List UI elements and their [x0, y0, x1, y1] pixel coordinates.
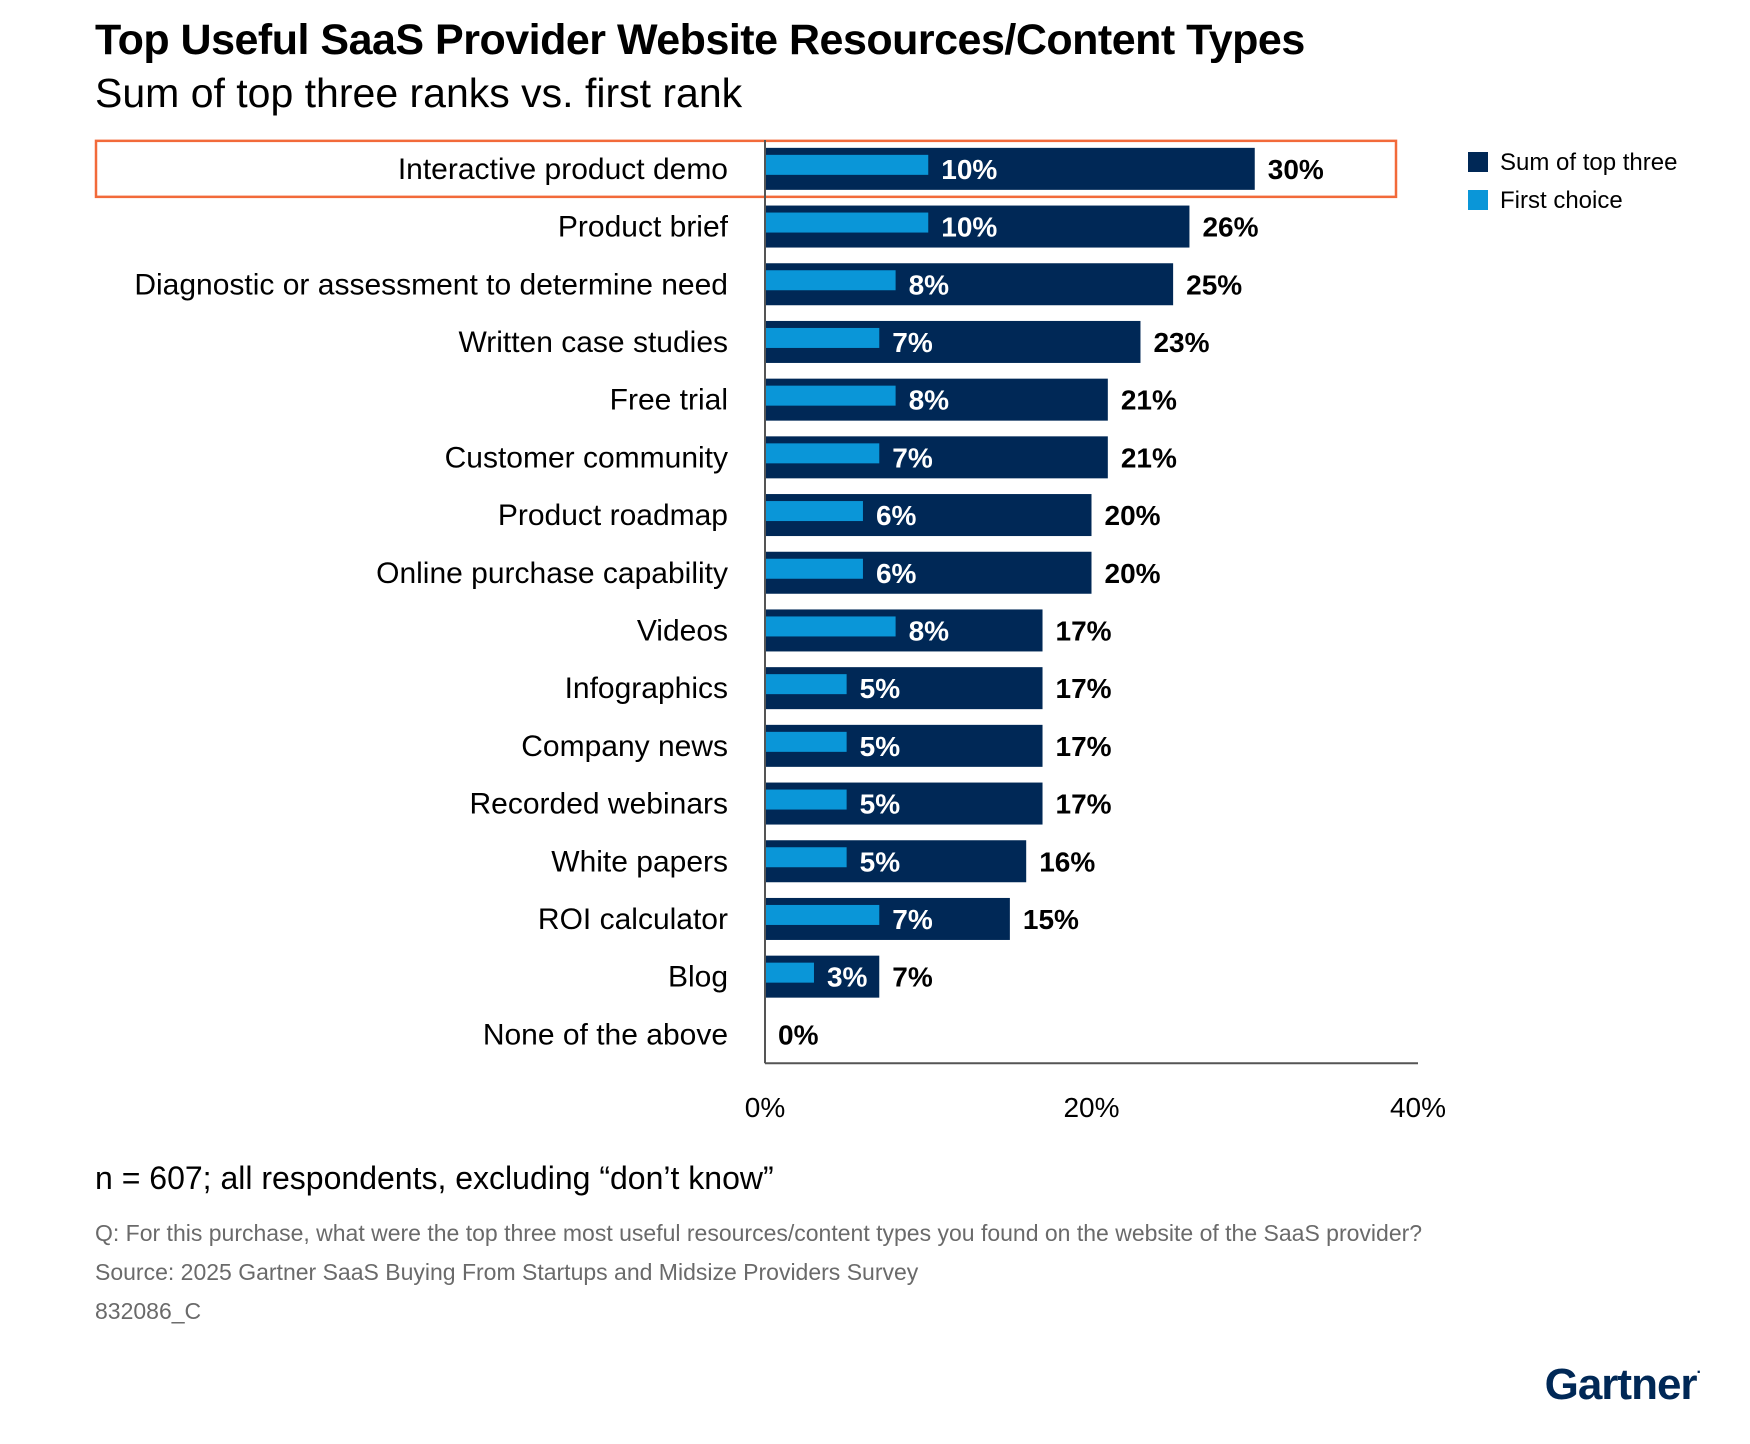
sum-of-top-three-value-label: 17% [1056, 673, 1112, 704]
bar-first-choice [765, 789, 847, 810]
category-label: Infographics [565, 672, 728, 705]
category-label: None of the above [483, 1018, 728, 1051]
brand-mark: . [1696, 1360, 1702, 1377]
legend-label: First choice [1500, 187, 1623, 214]
category-label: Customer community [445, 441, 728, 474]
first-choice-value-label: 6% [876, 558, 917, 589]
first-choice-value-label: 5% [860, 789, 901, 820]
category-label: Product brief [558, 211, 729, 244]
gartner-logo: Gartner. [1544, 1360, 1702, 1410]
bar-first-choice [765, 731, 847, 752]
first-choice-value-label: 8% [909, 385, 950, 416]
x-tick-label: 40% [1390, 1092, 1446, 1123]
sum-of-top-three-value-label: 25% [1186, 269, 1242, 300]
chart-title: Top Useful SaaS Provider Website Resourc… [95, 16, 1305, 64]
sum-of-top-three-value-label: 16% [1039, 846, 1095, 877]
sample-note: n = 607; all respondents, excluding “don… [95, 1160, 774, 1196]
bar-chart: Interactive product demo 10% 30% Product br… [94, 139, 1677, 1123]
bar-first-choice [765, 270, 896, 291]
bar-first-choice [765, 443, 880, 464]
sum-of-top-three-value-label: 17% [1056, 731, 1112, 762]
first-choice-value-label: 7% [892, 327, 933, 358]
sum-of-top-three-value-label: 30% [1268, 154, 1324, 185]
figure-code: 832086_C [95, 1298, 202, 1324]
first-choice-value-label: 8% [909, 269, 950, 300]
legend-swatch [1468, 152, 1488, 172]
survey-question: Q: For this purchase, what were the top … [95, 1220, 1423, 1246]
x-tick-label: 0% [745, 1092, 785, 1123]
sum-of-top-three-value-label: 17% [1056, 789, 1112, 820]
category-label: Free trial [610, 384, 728, 417]
category-label: Diagnostic or assessment to determine ne… [134, 268, 728, 301]
category-label: Online purchase capability [376, 557, 728, 590]
brand-text: Gartner [1544, 1360, 1698, 1409]
sum-of-top-three-value-label: 20% [1105, 500, 1161, 531]
sum-of-top-three-value-label: 23% [1153, 327, 1209, 358]
bar-first-choice [765, 847, 847, 868]
legend-swatch [1468, 190, 1488, 210]
sum-of-top-three-value-label: 21% [1121, 385, 1177, 416]
bar-first-choice [765, 616, 896, 637]
sum-of-top-three-value-label: 21% [1121, 442, 1177, 473]
first-choice-value-label: 6% [876, 500, 917, 531]
first-choice-value-label: 10% [941, 212, 997, 243]
bar-first-choice [765, 962, 814, 983]
first-choice-value-label: 5% [860, 731, 901, 762]
category-label: White papers [551, 845, 728, 878]
first-choice-value-label: 5% [860, 846, 901, 877]
sum-of-top-three-value-label: 26% [1202, 212, 1258, 243]
bar-first-choice [765, 558, 863, 579]
highlight-box [94, 139, 1398, 199]
sum-of-top-three-value-label: 15% [1023, 904, 1079, 935]
first-choice-value-label: 3% [827, 962, 868, 993]
category-label: Blog [668, 961, 728, 994]
first-choice-value-label: 7% [892, 442, 933, 473]
sum-of-top-three-value-label: 0% [778, 1019, 819, 1050]
sum-of-top-three-value-label: 17% [1056, 615, 1112, 646]
bar-first-choice [765, 154, 929, 175]
category-label: Product roadmap [498, 499, 728, 532]
bar-first-choice [765, 212, 929, 233]
category-label: Written case studies [458, 326, 728, 359]
source-note: Source: 2025 Gartner SaaS Buying From St… [95, 1259, 919, 1285]
sum-of-top-three-value-label: 7% [892, 962, 933, 993]
category-label: Videos [637, 614, 728, 647]
bar-first-choice [765, 674, 847, 695]
first-choice-value-label: 8% [909, 615, 950, 646]
bar-first-choice [765, 501, 863, 522]
first-choice-value-label: 10% [941, 154, 997, 185]
bar-first-choice [765, 904, 880, 925]
bar-first-choice [765, 327, 880, 348]
category-label: Recorded webinars [470, 788, 728, 821]
x-tick-label: 20% [1063, 1092, 1119, 1123]
category-label: Interactive product demo [398, 153, 728, 186]
bar-first-choice [765, 385, 896, 406]
first-choice-value-label: 7% [892, 904, 933, 935]
legend-label: Sum of top three [1500, 149, 1677, 176]
chart-subtitle: Sum of top three ranks vs. first rank [95, 70, 743, 116]
first-choice-value-label: 5% [860, 673, 901, 704]
category-label: Company news [521, 730, 728, 763]
sum-of-top-three-value-label: 20% [1105, 558, 1161, 589]
category-label: ROI calculator [538, 903, 728, 936]
